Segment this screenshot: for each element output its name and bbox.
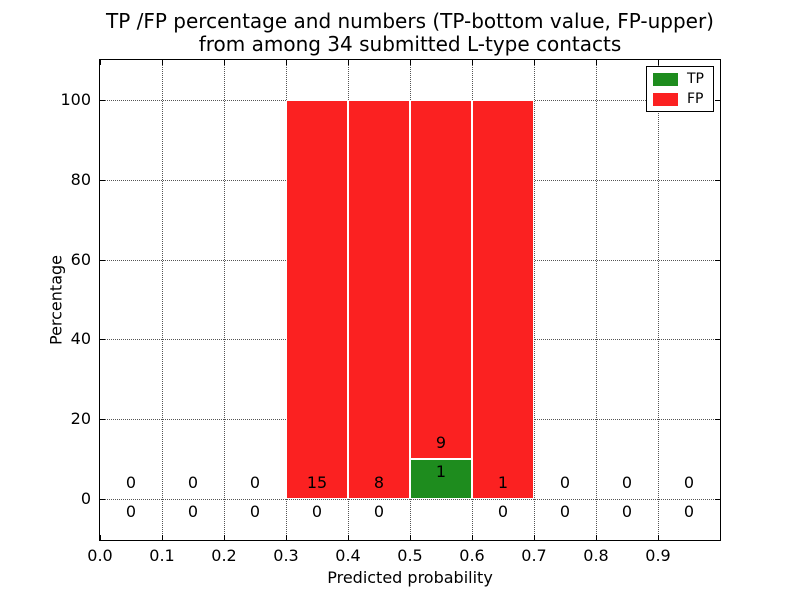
x-axis-label: Predicted probability [327, 568, 493, 587]
legend-entry-tp: TP [653, 72, 713, 86]
y-tick-label: 20 [70, 409, 91, 429]
tp-count-label: 0 [249, 501, 261, 521]
x-tick-mark [348, 60, 349, 65]
y-tick-mark [100, 179, 105, 181]
x-tick-mark [162, 535, 163, 540]
y-tick-mark [100, 259, 105, 261]
x-tick-label: 0.8 [583, 546, 609, 565]
tp-count-label: 0 [373, 501, 385, 521]
x-tick-label: 0.2 [211, 546, 237, 565]
y-tick-label: 60 [70, 249, 91, 269]
x-tick-mark [658, 60, 659, 65]
y-tick-label: 0 [80, 488, 91, 508]
tp-count-label: 0 [187, 501, 199, 521]
x-tick-mark [410, 535, 411, 540]
tp-count-label: 0 [559, 501, 571, 521]
x-tick-label: 0.0 [87, 546, 113, 565]
x-tick-mark [224, 535, 225, 540]
plot-area: 0 0 0 0 0 0 15 0 8 0 9 1 1 0 0 0 0 0 0 0 [99, 59, 721, 541]
legend-entry-fp: FP [653, 92, 713, 106]
tp-count-label: 1 [435, 462, 447, 481]
grid-line-vertical [534, 60, 535, 540]
y-tick-mark [715, 179, 720, 181]
x-tick-mark [410, 60, 411, 65]
grid-line-vertical [596, 60, 597, 540]
fp-count-label: 1 [497, 472, 509, 492]
x-tick-label: 0.4 [335, 546, 361, 565]
y-tick-mark [715, 419, 720, 421]
legend: TP FP [646, 66, 714, 112]
x-tick-mark [534, 60, 535, 65]
y-tick-mark [715, 339, 720, 341]
fp-count-label: 15 [306, 472, 328, 492]
x-tick-label: 0.5 [397, 546, 423, 565]
y-tick-mark [100, 99, 105, 101]
x-tick-mark [534, 535, 535, 540]
bar-fp [286, 99, 348, 499]
y-tick-mark [100, 498, 105, 500]
grid-line-vertical [658, 60, 659, 540]
legend-label-fp: FP [687, 91, 704, 107]
fp-count-label: 0 [187, 472, 199, 492]
fp-count-label: 0 [683, 472, 695, 492]
y-tick-label: 80 [70, 169, 91, 189]
x-tick-mark [472, 60, 473, 65]
fp-count-label: 0 [559, 472, 571, 492]
tp-count-label: 0 [621, 501, 633, 521]
tp-count-label: 0 [125, 501, 137, 521]
chart-title-line2: from among 34 submitted L-type contacts [198, 32, 622, 56]
grid-line-horizontal [100, 498, 720, 500]
grid-line-vertical [162, 60, 163, 540]
x-tick-mark [658, 535, 659, 540]
tp-count-label: 0 [683, 501, 695, 521]
y-tick-mark [715, 259, 720, 261]
x-tick-mark [596, 535, 597, 540]
tp-count-label: 0 [311, 501, 323, 521]
x-tick-mark [286, 535, 287, 540]
x-tick-label: 0.6 [459, 546, 485, 565]
y-tick-mark [715, 498, 720, 500]
bar-fp [472, 99, 534, 499]
x-tick-mark [472, 535, 473, 540]
x-tick-label: 0.1 [149, 546, 175, 565]
legend-swatch-fp [653, 92, 678, 106]
x-tick-mark [100, 60, 101, 65]
fp-count-label: 0 [249, 472, 261, 492]
x-tick-mark [286, 60, 287, 65]
grid-line-vertical [224, 60, 225, 540]
x-tick-label: 0.3 [273, 546, 299, 565]
chart-title-line1: TP /FP percentage and numbers (TP-bottom… [106, 9, 714, 33]
bar-fp [410, 99, 472, 459]
legend-swatch-tp [653, 72, 678, 86]
fp-count-label: 9 [435, 433, 447, 452]
fp-count-label: 8 [373, 472, 385, 492]
x-tick-mark [348, 535, 349, 540]
y-tick-mark [715, 99, 720, 101]
x-tick-mark [596, 60, 597, 65]
legend-label-tp: TP [687, 71, 704, 87]
bar-tp [410, 459, 472, 499]
bar-fp [348, 99, 410, 499]
y-tick-label: 100 [60, 89, 91, 109]
x-tick-mark [162, 60, 163, 65]
x-tick-label: 0.9 [645, 546, 671, 565]
tp-count-label: 0 [497, 501, 509, 521]
y-tick-label: 40 [70, 329, 91, 349]
y-tick-mark [100, 339, 105, 341]
chart-title: TP /FP percentage and numbers (TP-bottom… [100, 10, 720, 56]
x-tick-label: 0.7 [521, 546, 547, 565]
x-tick-mark [100, 535, 101, 540]
x-tick-mark [224, 60, 225, 65]
fp-count-label: 0 [621, 472, 633, 492]
fp-count-label: 0 [125, 472, 137, 492]
y-tick-mark [100, 419, 105, 421]
